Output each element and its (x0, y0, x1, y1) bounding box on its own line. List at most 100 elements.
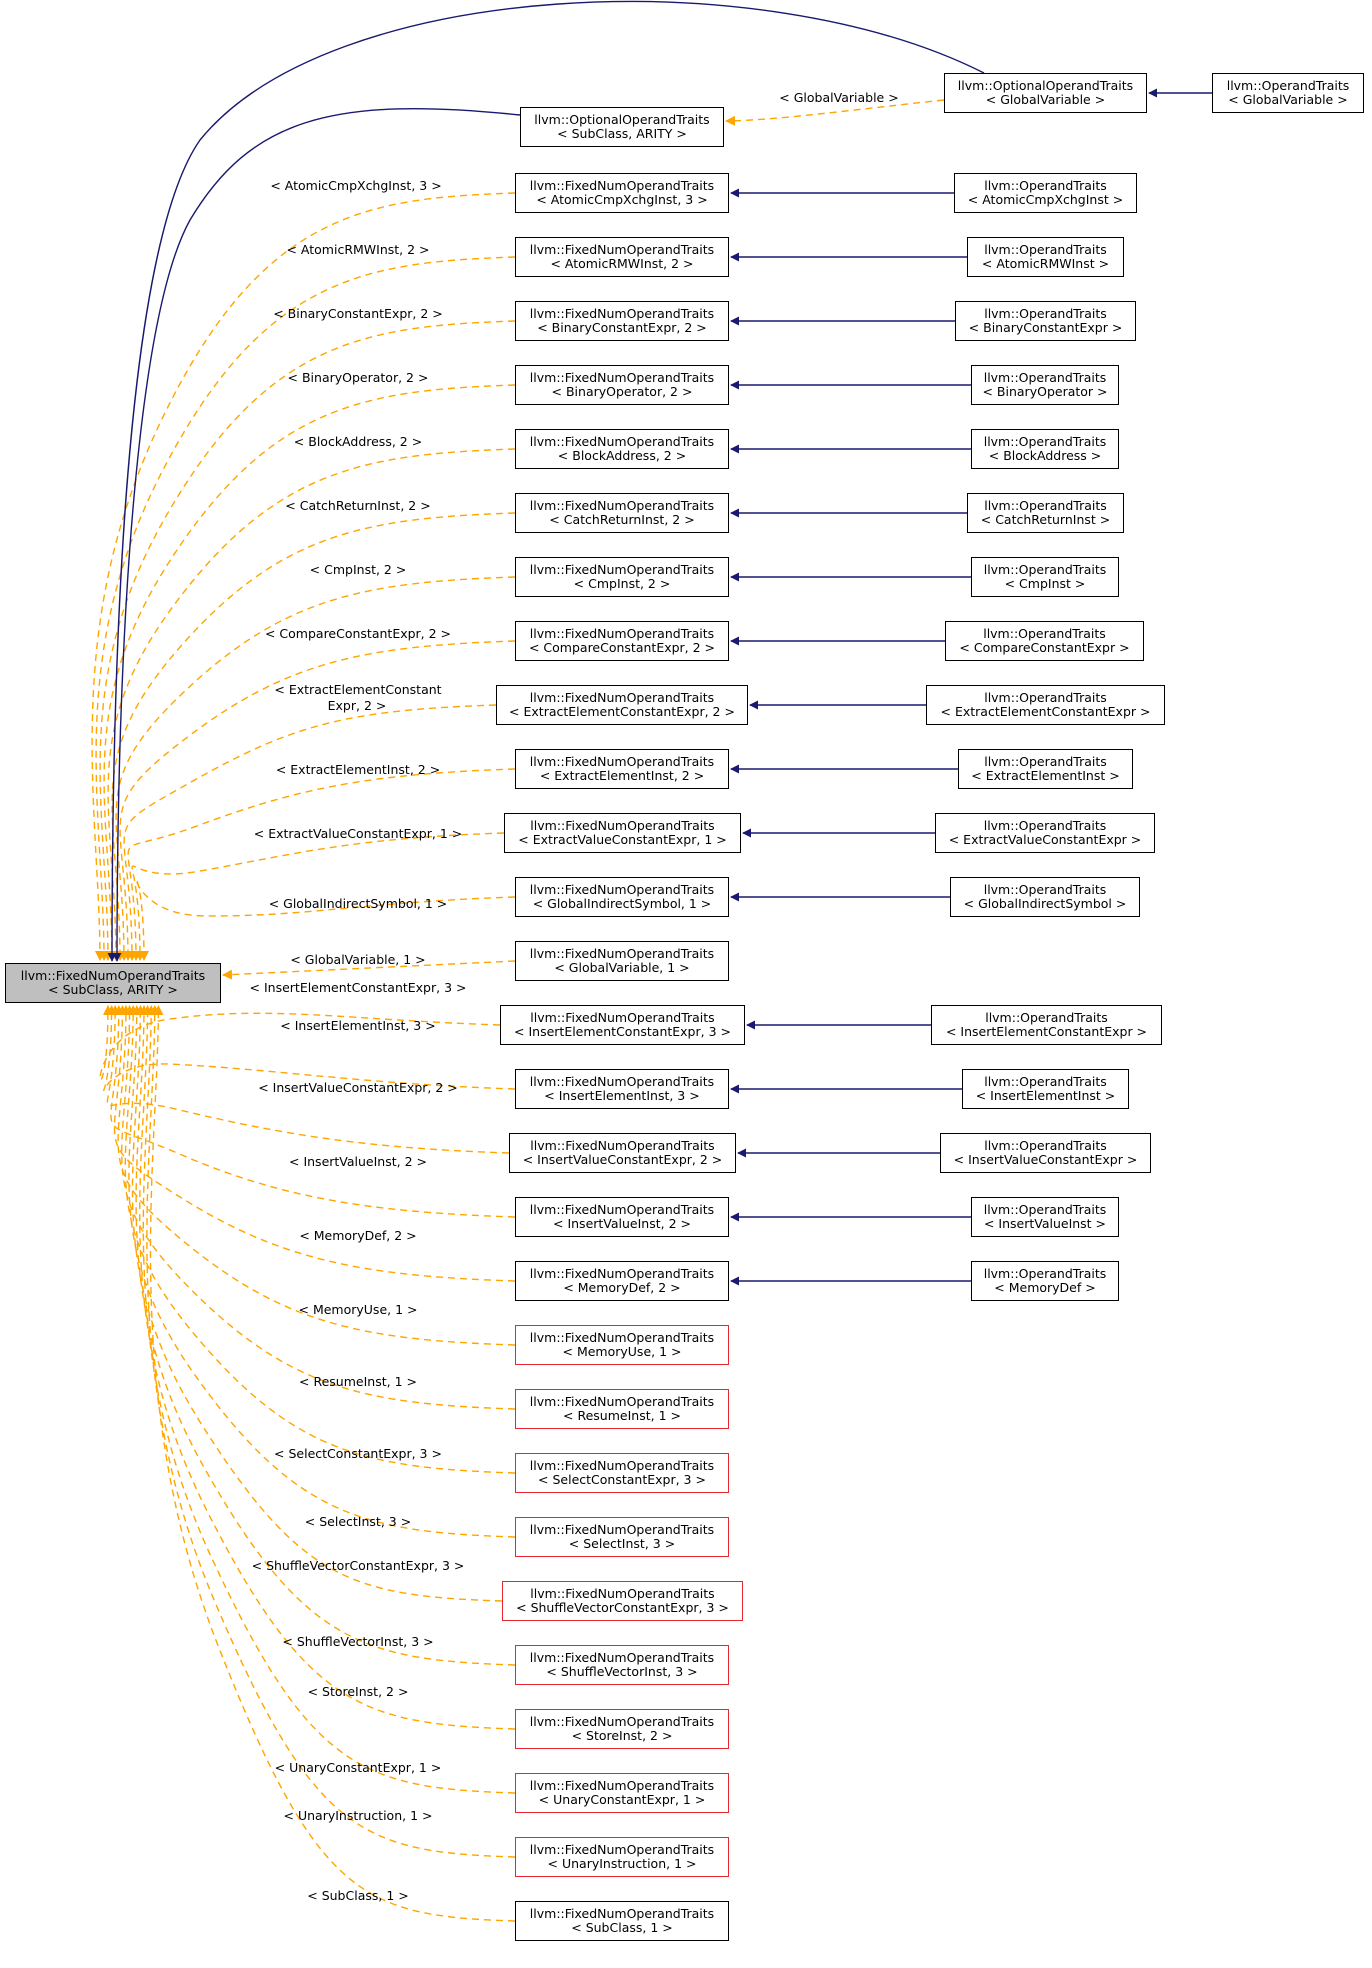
class-node-f-cri[interactable]: llvm::FixedNumOperandTraits < CatchReturn… (515, 493, 729, 533)
node-template-args: < InsertValueInst > (983, 1216, 1107, 1231)
class-node-f-sub[interactable]: llvm::FixedNumOperandTraits < SubClass, 1… (515, 1901, 729, 1941)
node-title: llvm::FixedNumOperandTraits (529, 1266, 715, 1281)
node-template-args: < AtomicCmpXchgInst, 3 > (536, 192, 708, 207)
node-title: llvm::FixedNumOperandTraits (529, 306, 715, 321)
node-title: llvm::OperandTraits (983, 370, 1107, 385)
edge-label-f-muse: < MemoryUse, 1 > (299, 1302, 418, 1317)
node-template-args: < ExtractElementConstantExpr > (940, 704, 1151, 719)
class-node-o-cmp[interactable]: llvm::OperandTraits < CmpInst > (971, 557, 1119, 597)
edge-label-f-cri: < CatchReturnInst, 2 > (285, 498, 430, 513)
class-node-f-cce[interactable]: llvm::FixedNumOperandTraits < CompareCons… (515, 621, 729, 661)
edge-label-f-sel: < SelectInst, 3 > (305, 1514, 411, 1529)
class-node-f-ivi[interactable]: llvm::FixedNumOperandTraits < InsertValue… (515, 1197, 729, 1237)
node-template-args: < BlockAddress > (988, 448, 1102, 463)
node-template-args: < SubClass, ARITY > (557, 126, 687, 141)
class-node-f-bop[interactable]: llvm::FixedNumOperandTraits < BinaryOpera… (515, 365, 729, 405)
class-node-f-cmp[interactable]: llvm::FixedNumOperandTraits < CmpInst, 2 … (515, 557, 729, 597)
template-edge-f-gis (135, 878, 516, 961)
template-edge-opt-gv (725, 99, 945, 126)
class-node-f-iei[interactable]: llvm::FixedNumOperandTraits < InsertEleme… (515, 1069, 729, 1109)
class-node-o-eei[interactable]: llvm::OperandTraits < ExtractElementInst … (958, 749, 1133, 789)
root-class-node: llvm::FixedNumOperandTraits < SubClass, … (5, 963, 221, 1003)
edge-label-f-eei: < ExtractElementInst, 2 > (276, 762, 440, 777)
class-node-o-bop[interactable]: llvm::OperandTraits < BinaryOperator > (971, 365, 1119, 405)
template-edge-f-evce (131, 832, 505, 961)
node-title: llvm::FixedNumOperandTraits (529, 562, 715, 577)
node-template-args: < BinaryOperator > (982, 384, 1108, 399)
class-node-f-sel[interactable]: llvm::FixedNumOperandTraits < SelectInst,… (515, 1517, 729, 1557)
template-edge-f-sce (124, 1005, 516, 1474)
class-node-f-rmw[interactable]: llvm::FixedNumOperandTraits < AtomicRMWIn… (515, 237, 729, 277)
class-node-opt-gv[interactable]: llvm::OptionalOperandTraits < GlobalVaria… (944, 73, 1147, 113)
class-node-f-evce[interactable]: llvm::FixedNumOperandTraits < ExtractValu… (504, 813, 741, 853)
class-node-f-svi[interactable]: llvm::FixedNumOperandTraits < ShuffleVect… (515, 1645, 729, 1685)
class-node-f-mdef[interactable]: llvm::FixedNumOperandTraits < MemoryDef, … (515, 1261, 729, 1301)
edge-label-f-ivi: < InsertValueInst, 2 > (289, 1154, 427, 1169)
class-node-o-evce[interactable]: llvm::OperandTraits < ExtractValueConstan… (935, 813, 1155, 853)
class-node-ot-gv[interactable]: llvm::OperandTraits < GlobalVariable > (1212, 73, 1364, 113)
node-template-args: < MemoryUse, 1 > (562, 1344, 682, 1359)
class-node-opt-sub[interactable]: llvm::OptionalOperandTraits < SubClass, A… (520, 107, 724, 147)
class-node-f-iece[interactable]: llvm::FixedNumOperandTraits < InsertEleme… (500, 1005, 745, 1045)
template-edge-f-ba (107, 448, 516, 961)
node-title: llvm::FixedNumOperandTraits (529, 242, 715, 257)
node-template-args: < ShuffleVectorConstantExpr, 3 > (516, 1600, 729, 1615)
node-template-args: < CatchReturnInst > (980, 512, 1111, 527)
node-template-args: < SubClass, 1 > (571, 1920, 673, 1935)
class-node-f-eei[interactable]: llvm::FixedNumOperandTraits < ExtractElem… (515, 749, 729, 789)
template-edge-f-mdef (113, 1005, 516, 1282)
class-node-f-gis[interactable]: llvm::FixedNumOperandTraits < GlobalIndir… (515, 877, 729, 917)
template-edge-f-bce (99, 320, 516, 961)
class-node-f-ba[interactable]: llvm::FixedNumOperandTraits < BlockAddres… (515, 429, 729, 469)
class-node-o-ivi[interactable]: llvm::OperandTraits < InsertValueInst > (971, 1197, 1119, 1237)
node-title: llvm::OperandTraits (984, 690, 1107, 705)
node-title: llvm::OperandTraits (1226, 78, 1350, 93)
node-title: llvm::FixedNumOperandTraits (530, 1010, 715, 1025)
class-node-f-res[interactable]: llvm::FixedNumOperandTraits < ResumeInst,… (515, 1389, 729, 1429)
node-title: llvm::FixedNumOperandTraits (529, 690, 715, 705)
node-template-args: < ShuffleVectorInst, 3 > (546, 1664, 698, 1679)
class-node-f-ui[interactable]: llvm::FixedNumOperandTraits < UnaryInstru… (515, 1837, 729, 1877)
node-template-args: < InsertValueConstantExpr, 2 > (522, 1152, 723, 1167)
edge-label-f-evce: < ExtractValueConstantExpr, 1 > (254, 826, 462, 841)
template-edge-f-uce (142, 1005, 516, 1794)
class-node-f-bce[interactable]: llvm::FixedNumOperandTraits < BinaryConst… (515, 301, 729, 341)
node-title: llvm::OperandTraits (984, 178, 1107, 193)
class-node-o-eece[interactable]: llvm::OperandTraits < ExtractElementConst… (926, 685, 1165, 725)
class-node-o-rmw[interactable]: llvm::OperandTraits < AtomicRMWInst > (967, 237, 1124, 277)
node-template-args: < ExtractValueConstantExpr > (948, 832, 1142, 847)
class-node-o-ivce[interactable]: llvm::OperandTraits < InsertValueConstant… (940, 1133, 1151, 1173)
class-node-f-ivce[interactable]: llvm::FixedNumOperandTraits < InsertValue… (509, 1133, 736, 1173)
template-edge-f-eece (123, 704, 497, 961)
node-title: llvm::FixedNumOperandTraits (529, 882, 715, 897)
class-node-o-cce[interactable]: llvm::OperandTraits < CompareConstantExpr… (945, 621, 1144, 661)
class-node-f-svce[interactable]: llvm::FixedNumOperandTraits < ShuffleVect… (502, 1581, 743, 1621)
node-template-args: < GlobalVariable > (985, 92, 1106, 107)
class-node-o-iei[interactable]: llvm::OperandTraits < InsertElementInst > (962, 1069, 1129, 1109)
class-node-f-muse[interactable]: llvm::FixedNumOperandTraits < MemoryUse, … (515, 1325, 729, 1365)
edge-label-f-uce: < UnaryConstantExpr, 1 > (275, 1760, 442, 1775)
class-node-o-gis[interactable]: llvm::OperandTraits < GlobalIndirectSymbo… (950, 877, 1140, 917)
class-node-f-gv[interactable]: llvm::FixedNumOperandTraits < GlobalVaria… (515, 941, 729, 981)
class-node-o-bce[interactable]: llvm::OperandTraits < BinaryConstantExpr … (955, 301, 1136, 341)
node-template-args: < GlobalVariable, 1 > (554, 960, 690, 975)
class-node-o-cri[interactable]: llvm::OperandTraits < CatchReturnInst > (967, 493, 1124, 533)
class-node-f-acx[interactable]: llvm::FixedNumOperandTraits < AtomicCmpXc… (515, 173, 729, 213)
node-title: llvm::OperandTraits (983, 882, 1107, 897)
class-node-f-sce[interactable]: llvm::FixedNumOperandTraits < SelectConst… (515, 1453, 729, 1493)
node-template-args: < BinaryConstantExpr > (968, 320, 1123, 335)
class-node-o-iece[interactable]: llvm::OperandTraits < InsertElementConsta… (931, 1005, 1162, 1045)
class-node-f-st[interactable]: llvm::FixedNumOperandTraits < StoreInst, … (515, 1709, 729, 1749)
class-node-f-eece[interactable]: llvm::FixedNumOperandTraits < ExtractElem… (496, 685, 748, 725)
edge-label-f-acx: < AtomicCmpXchgInst, 3 > (270, 178, 441, 193)
node-template-args: < BinaryConstantExpr, 2 > (537, 320, 707, 335)
class-node-o-acx[interactable]: llvm::OperandTraits < AtomicCmpXchgInst > (954, 173, 1137, 213)
class-node-o-ba[interactable]: llvm::OperandTraits < BlockAddress > (971, 429, 1119, 469)
node-template-args: < BinaryOperator, 2 > (551, 384, 693, 399)
class-node-f-uce[interactable]: llvm::FixedNumOperandTraits < UnaryConsta… (515, 1773, 729, 1813)
node-template-args: < CompareConstantExpr > (959, 640, 1130, 655)
node-template-args: < UnaryConstantExpr, 1 > (538, 1792, 706, 1807)
class-node-o-mdef[interactable]: llvm::OperandTraits < MemoryDef > (971, 1261, 1119, 1301)
template-edge-f-cmp (115, 576, 516, 961)
